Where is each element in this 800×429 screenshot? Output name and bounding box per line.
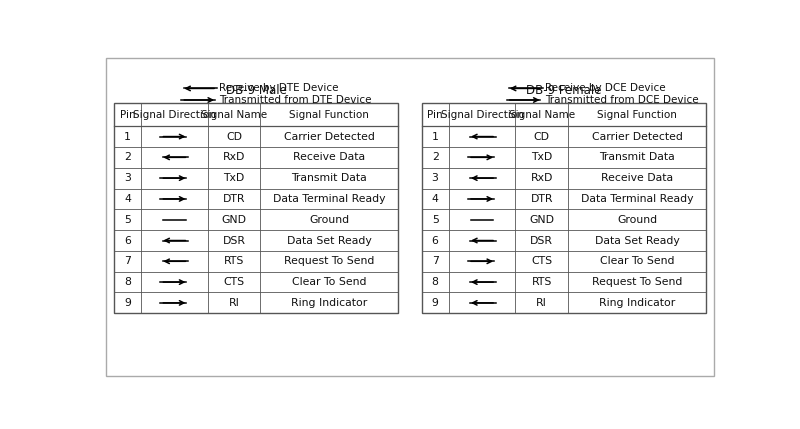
Text: RxD: RxD [530,173,553,183]
Text: RxD: RxD [223,152,246,162]
Text: Transmit Data: Transmit Data [599,152,675,162]
Text: 7: 7 [432,256,438,266]
Text: 4: 4 [124,194,131,204]
Text: Carrier Detected: Carrier Detected [284,132,375,142]
Text: Ground: Ground [310,215,350,225]
Text: Transmitted from DTE Device: Transmitted from DTE Device [219,95,372,105]
Text: 3: 3 [124,173,131,183]
Text: Request To Send: Request To Send [592,277,682,287]
Text: Receive by DCE Device: Receive by DCE Device [545,83,666,94]
Text: 5: 5 [124,215,131,225]
Text: Ring Indicator: Ring Indicator [599,298,675,308]
Text: 8: 8 [124,277,131,287]
Text: DB-9 Female: DB-9 Female [526,84,602,97]
Text: RTS: RTS [224,256,244,266]
Text: 1: 1 [124,132,131,142]
Text: 2: 2 [124,152,131,162]
Text: Signal Function: Signal Function [597,110,677,120]
Text: DSR: DSR [222,236,246,245]
Text: 6: 6 [124,236,131,245]
Text: TxD: TxD [223,173,245,183]
Text: Ground: Ground [617,215,657,225]
Text: 3: 3 [432,173,438,183]
Text: 9: 9 [432,298,438,308]
Text: RI: RI [229,298,239,308]
Text: Transmitted from DCE Device: Transmitted from DCE Device [545,95,698,105]
Text: TxD: TxD [531,152,553,162]
Text: Signal Direction: Signal Direction [133,110,216,120]
Text: GND: GND [222,215,246,225]
Text: 8: 8 [432,277,438,287]
Bar [114,103,398,313]
Text: DTR: DTR [223,194,246,204]
Text: Request To Send: Request To Send [284,256,374,266]
Text: Data Terminal Ready: Data Terminal Ready [581,194,694,204]
Text: Data Set Ready: Data Set Ready [287,236,372,245]
Text: 9: 9 [124,298,131,308]
Text: Signal Name: Signal Name [201,110,267,120]
Text: 5: 5 [432,215,438,225]
Text: CTS: CTS [223,277,245,287]
Text: Data Set Ready: Data Set Ready [594,236,679,245]
Text: Signal Name: Signal Name [509,110,575,120]
Text: Receive by DTE Device: Receive by DTE Device [219,83,339,94]
Text: 7: 7 [124,256,131,266]
Text: Carrier Detected: Carrier Detected [592,132,682,142]
Text: Receive Data: Receive Data [601,173,673,183]
Text: RI: RI [536,298,547,308]
Text: Pin: Pin [427,110,443,120]
Text: 6: 6 [432,236,438,245]
Text: Receive Data: Receive Data [294,152,366,162]
Text: Ring Indicator: Ring Indicator [291,298,367,308]
Text: Clear To Send: Clear To Send [600,256,674,266]
Text: Signal Direction: Signal Direction [441,110,523,120]
Text: 4: 4 [432,194,438,204]
Text: DSR: DSR [530,236,554,245]
Text: Transmit Data: Transmit Data [291,173,367,183]
Text: 2: 2 [432,152,438,162]
Text: CTS: CTS [531,256,552,266]
Text: GND: GND [530,215,554,225]
Text: DTR: DTR [530,194,553,204]
Text: RTS: RTS [532,277,552,287]
Text: Pin: Pin [120,110,135,120]
Text: CD: CD [226,132,242,142]
Text: 1: 1 [432,132,438,142]
Text: Clear To Send: Clear To Send [292,277,366,287]
Text: DB-9 Male: DB-9 Male [226,84,286,97]
Bar [422,103,706,313]
Text: Data Terminal Ready: Data Terminal Ready [273,194,386,204]
Text: Signal Function: Signal Function [290,110,370,120]
Text: CD: CD [534,132,550,142]
